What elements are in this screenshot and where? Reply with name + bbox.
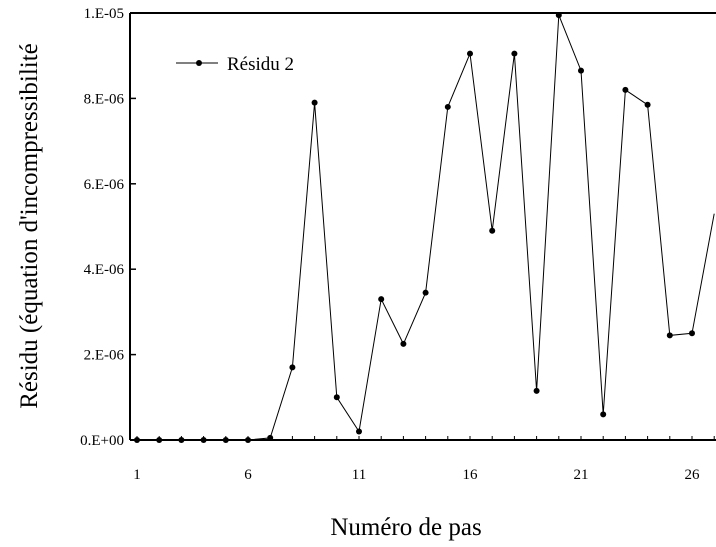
data-point xyxy=(555,12,562,19)
series-line xyxy=(137,14,715,441)
data-point xyxy=(400,340,407,347)
legend-label: Résidu 2 xyxy=(227,54,294,75)
data-point xyxy=(600,411,607,418)
x-tick-label: 26 xyxy=(685,467,701,483)
data-point xyxy=(245,437,251,443)
x-axis-title: Numéro de pas xyxy=(330,514,481,541)
y-tick-label: 1.E-05 xyxy=(84,6,124,22)
y-tick-label: 8.E-06 xyxy=(84,91,125,107)
data-point xyxy=(644,101,651,108)
data-point xyxy=(200,437,207,443)
x-tick-label: 16 xyxy=(463,467,479,483)
x-tick-label: 21 xyxy=(574,467,589,483)
data-point xyxy=(578,67,584,74)
data-point xyxy=(533,387,540,394)
x-tick-label: 6 xyxy=(244,467,252,483)
data-point xyxy=(489,227,496,234)
y-tick-label: 4.E-06 xyxy=(84,262,125,278)
data-point xyxy=(289,364,296,371)
y-tick-label: 2.E-06 xyxy=(84,348,125,364)
data-point xyxy=(222,437,229,443)
data-point xyxy=(333,394,340,401)
data-point xyxy=(356,428,362,435)
data-point xyxy=(467,50,473,57)
x-axis-ticks: 1 6 11 16 21 26 xyxy=(133,436,715,483)
data-point xyxy=(666,332,673,339)
data-point xyxy=(267,434,274,441)
data-point xyxy=(444,103,451,110)
data-point xyxy=(689,330,695,337)
y-axis-title: Résidu (équation d'incompressibilité xyxy=(16,43,43,409)
series-group xyxy=(134,12,715,443)
data-point xyxy=(378,296,385,303)
x-tick-label: 11 xyxy=(352,467,366,483)
data-point xyxy=(622,86,629,93)
data-point xyxy=(156,437,163,443)
data-point xyxy=(511,50,518,57)
x-tick-label: 1 xyxy=(133,467,141,483)
data-point xyxy=(134,437,140,443)
y-axis-ticks: 0.E+00 2.E-06 4.E-06 6.E-06 8.E-06 1.E-05 xyxy=(80,6,136,449)
legend: Résidu 2 xyxy=(176,54,294,75)
plot-frame xyxy=(129,12,716,441)
legend-marker xyxy=(196,60,202,66)
data-point xyxy=(422,289,429,296)
data-point xyxy=(178,437,185,443)
data-point xyxy=(311,99,318,106)
y-tick-label: 6.E-06 xyxy=(84,177,125,193)
y-tick-label: 0.E+00 xyxy=(80,433,124,449)
